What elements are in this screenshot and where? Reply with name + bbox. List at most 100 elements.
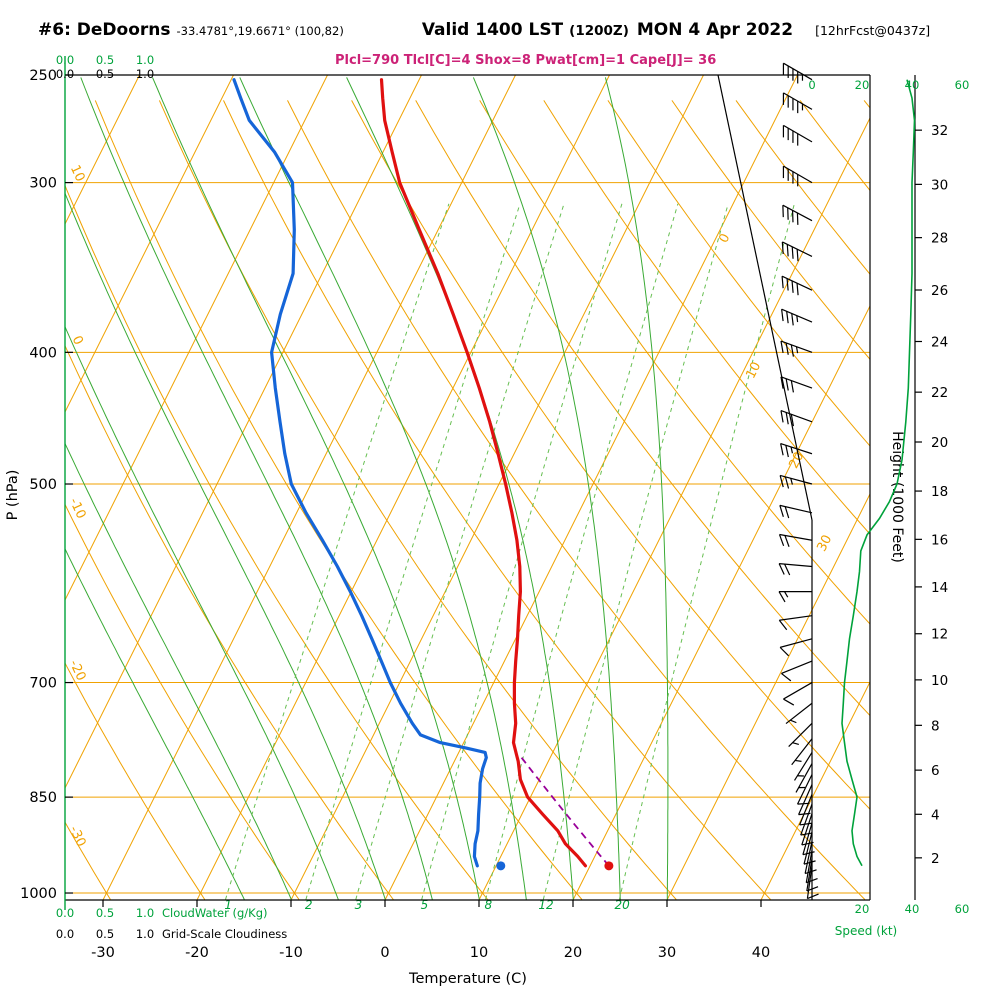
svg-text:0.5: 0.5 (96, 906, 114, 920)
svg-text:0.0: 0.0 (56, 67, 74, 81)
svg-text:1.0: 1.0 (136, 927, 154, 941)
svg-text:P (hPa): P (hPa) (5, 470, 21, 521)
svg-text:14: 14 (931, 580, 948, 596)
svg-text:30: 30 (814, 533, 835, 555)
svg-text:0.5: 0.5 (96, 927, 114, 941)
sounding-parameters: Plcl=790 Tlcl[C]=4 Shox=8 Pwat[cm]=1 Cap… (335, 53, 717, 68)
title-bar: #6: DeDoorns -33.4781°,19.6671° (100,82) V… (38, 20, 930, 40)
svg-text:8: 8 (485, 898, 493, 912)
axis-ticks (65, 74, 762, 907)
svg-text:0.0: 0.0 (56, 906, 74, 920)
svg-text:40: 40 (905, 78, 920, 92)
valid-date: MON 4 Apr 2022 (636, 20, 794, 40)
dewpoint-curve (232, 78, 488, 868)
svg-text:10: 10 (931, 673, 948, 689)
speed-axis-labels: 0 20 40 60 20 40 60 Speed (kt) (808, 78, 969, 938)
svg-text:700: 700 (29, 676, 57, 692)
svg-text:2: 2 (305, 898, 313, 912)
svg-text:10: 10 (470, 945, 488, 961)
moist-adiabat-lines (65, 77, 669, 900)
svg-text:0: 0 (808, 78, 815, 92)
station-title: #6: DeDoorns (38, 20, 171, 40)
svg-text:60: 60 (955, 78, 970, 92)
svg-text:6: 6 (931, 763, 940, 779)
svg-text:1.0: 1.0 (136, 53, 154, 67)
svg-text:-20: -20 (185, 945, 209, 961)
svg-text:0: 0 (716, 231, 733, 245)
svg-text:40: 40 (905, 902, 920, 916)
svg-text:20: 20 (564, 945, 582, 961)
svg-text:20: 20 (855, 902, 870, 916)
svg-text:Grid-Scale Cloudiness: Grid-Scale Cloudiness (162, 927, 287, 941)
svg-text:28: 28 (931, 231, 948, 247)
svg-text:5: 5 (421, 898, 429, 912)
isotherm-lines (65, 75, 870, 900)
temperature-curve (379, 78, 587, 868)
svg-text:12: 12 (931, 627, 948, 643)
svg-text:1.0: 1.0 (136, 67, 154, 81)
svg-text:3: 3 (355, 898, 363, 912)
svg-text:1.0: 1.0 (136, 906, 154, 920)
svg-text:16: 16 (931, 532, 948, 548)
svg-text:-20: -20 (66, 658, 89, 684)
svg-text:1000: 1000 (20, 886, 57, 902)
svg-text:-10: -10 (279, 945, 303, 961)
forecast-info: [12hrFcst@0437z] (815, 23, 931, 38)
valid-time: Valid 1400 LST (421, 20, 564, 40)
svg-text:1: 1 (224, 898, 232, 912)
svg-text:20: 20 (931, 435, 948, 451)
svg-text:20: 20 (855, 78, 870, 92)
svg-text:Speed (kt): Speed (kt) (835, 924, 897, 938)
svg-text:850: 850 (29, 790, 57, 806)
surface-dewpoint-marker (496, 861, 506, 871)
svg-text:-30: -30 (66, 824, 89, 850)
svg-text:CloudWater (g/Kg): CloudWater (g/Kg) (162, 906, 268, 920)
svg-text:20: 20 (786, 450, 807, 472)
svg-text:10: 10 (67, 163, 88, 184)
svg-text:24: 24 (931, 335, 948, 351)
wind-speed-profile (841, 79, 916, 867)
svg-text:2: 2 (931, 851, 940, 867)
temperature-axis-labels: -30 -20 -10 0 10 20 30 40 Temperature (C) (91, 945, 770, 987)
svg-text:-10: -10 (66, 496, 89, 522)
svg-text:0.5: 0.5 (96, 67, 114, 81)
svg-text:4: 4 (931, 807, 940, 823)
svg-text:0.0: 0.0 (56, 53, 74, 67)
svg-text:32: 32 (931, 123, 948, 139)
svg-text:40: 40 (752, 945, 770, 961)
svg-text:-30: -30 (91, 945, 115, 961)
svg-text:60: 60 (955, 902, 970, 916)
cloud-scales: 0.00.00.00.00.50.50.50.51.01.01.01.0Clou… (56, 53, 287, 941)
svg-text:18: 18 (931, 484, 948, 500)
sounding-curves (232, 78, 610, 868)
mixing-ratio-lines (225, 203, 795, 900)
station-coords: -33.4781°,19.6671° (100,82) (176, 24, 344, 38)
parcel-ascent-line (517, 753, 610, 867)
svg-text:Temperature (C): Temperature (C) (408, 971, 527, 987)
dry-adiabat-lines (65, 100, 870, 900)
svg-text:0: 0 (380, 945, 389, 961)
svg-text:10: 10 (743, 360, 764, 382)
pressure-axis-labels: 250 300 400 500 700 850 1000 P (hPa) (5, 68, 57, 902)
svg-text:20: 20 (614, 898, 630, 912)
svg-text:500: 500 (29, 477, 57, 493)
svg-text:250: 250 (29, 68, 57, 84)
background-grid (65, 75, 870, 900)
svg-text:8: 8 (931, 718, 940, 734)
svg-text:22: 22 (931, 385, 948, 401)
plot-frame (64, 56, 916, 910)
svg-text:0: 0 (69, 334, 86, 348)
svg-text:0.0: 0.0 (56, 927, 74, 941)
svg-text:400: 400 (29, 345, 57, 361)
svg-text:12: 12 (538, 898, 553, 912)
svg-text:300: 300 (29, 176, 57, 192)
surface-temperature-marker (604, 861, 614, 871)
svg-text:30: 30 (931, 177, 948, 193)
valid-zulu: (1200Z) (569, 23, 629, 39)
svg-text:30: 30 (658, 945, 676, 961)
svg-text:26: 26 (931, 283, 948, 299)
svg-text:0.5: 0.5 (96, 53, 114, 67)
